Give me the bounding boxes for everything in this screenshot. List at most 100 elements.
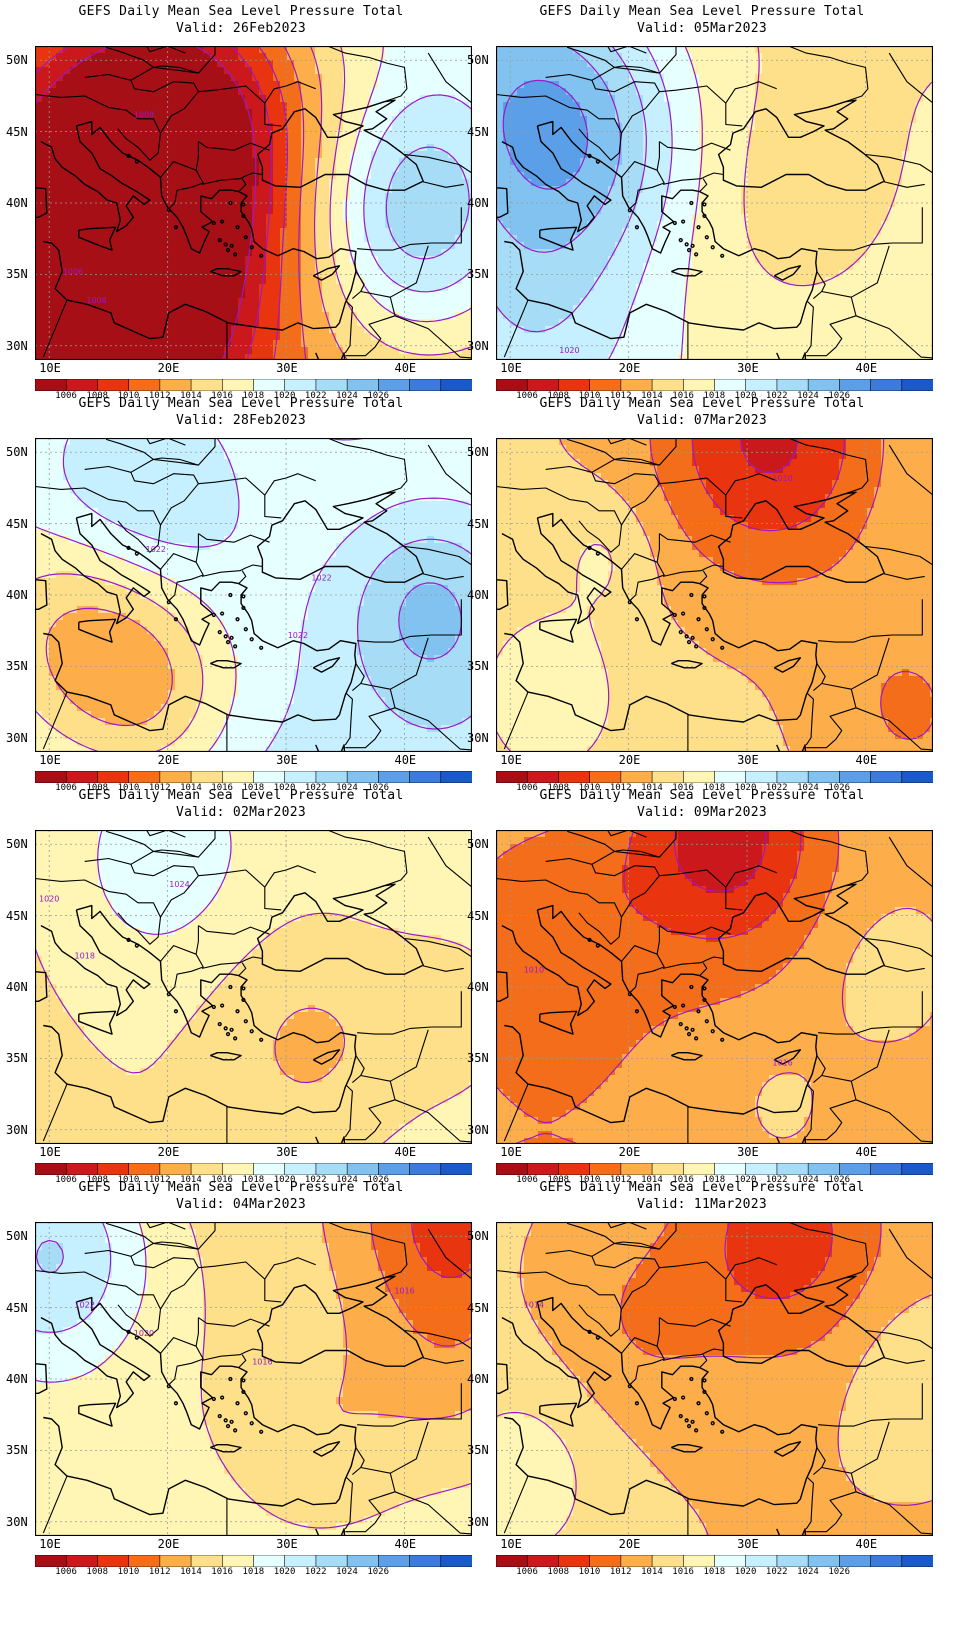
- pressure-map: 1014: [496, 1222, 933, 1536]
- pressure-shading: [496, 438, 933, 752]
- contour-label: 1014: [524, 1301, 544, 1310]
- colorbar-label: 1014: [641, 391, 663, 402]
- colorbar-label: 1024: [336, 783, 358, 794]
- lon-tick-label: 20E: [619, 753, 641, 767]
- coastlines-borders: [496, 1222, 933, 1536]
- panel-title: GEFS Daily Mean Sea Level Pressure Total: [0, 788, 482, 804]
- lon-tick-label: 30E: [276, 753, 298, 767]
- colorbar-label: 1024: [336, 1175, 358, 1186]
- colorbar-label: 1016: [211, 391, 233, 402]
- contour-label: 1016: [772, 1059, 792, 1068]
- colorbar-label: 1022: [305, 1175, 327, 1186]
- lon-tick-label: 40E: [394, 753, 416, 767]
- lat-lon-grid: [496, 46, 933, 360]
- lat-tick-label: 30N: [467, 1515, 489, 1529]
- contour-label: 1022: [288, 631, 308, 640]
- colorbar-label: 1006: [516, 1567, 538, 1578]
- pressure-map: 1008 1006 1008: [35, 46, 472, 360]
- colorbar-label: 1024: [336, 391, 358, 402]
- lat-tick-label: 45N: [467, 125, 489, 139]
- colorbar-label: 1024: [797, 1175, 819, 1186]
- colorbar-label: 1008: [547, 1175, 569, 1186]
- colorbar-label: 1024: [797, 783, 819, 794]
- lat-tick-label: 40N: [6, 196, 28, 210]
- pressure-map: 1010 1016: [496, 830, 933, 1144]
- colorbar-label: 1008: [86, 783, 108, 794]
- panel-valid-date: Valid: 26Feb2023: [0, 21, 482, 37]
- colorbar-label: 1012: [149, 1175, 171, 1186]
- lat-tick-label: 35N: [467, 267, 489, 281]
- lat-lon-grid: [35, 46, 472, 360]
- coastlines-borders: [35, 830, 472, 1144]
- colorbar-label: 1018: [704, 391, 726, 402]
- colorbar-label: 1008: [86, 1175, 108, 1186]
- lat-tick-label: 40N: [467, 588, 489, 602]
- colorbar: [496, 771, 933, 783]
- lat-tick-label: 50N: [467, 837, 489, 851]
- contour-label: 1006: [63, 267, 83, 276]
- colorbar-label: 1022: [305, 783, 327, 794]
- colorbar-label: 1022: [305, 391, 327, 402]
- colorbar-label: 1026: [828, 1567, 850, 1578]
- lat-lon-grid: [35, 438, 472, 752]
- pressure-map: 1024 1020 1018: [35, 830, 472, 1144]
- lat-tick-label: 50N: [467, 1229, 489, 1243]
- contour-label: 1020: [39, 894, 59, 903]
- colorbar-label: 1022: [766, 783, 788, 794]
- panel-title: GEFS Daily Mean Sea Level Pressure Total: [0, 1180, 482, 1196]
- lon-tick-label: 10E: [39, 1145, 61, 1159]
- colorbar-label: 1024: [797, 1567, 819, 1578]
- lat-tick-label: 50N: [467, 53, 489, 67]
- colorbar-label: 1016: [672, 1175, 694, 1186]
- isobar-contours: [496, 438, 933, 752]
- pressure-map: 1020: [496, 46, 933, 360]
- map-panel: GEFS Daily Mean Sea Level Pressure Total…: [461, 0, 943, 410]
- lon-tick-label: 10E: [39, 753, 61, 767]
- map-panel: GEFS Daily Mean Sea Level Pressure Total…: [461, 784, 943, 1194]
- lat-tick-label: 30N: [6, 1123, 28, 1137]
- contour-label: 1008: [134, 110, 154, 119]
- colorbar-label: 1008: [547, 1567, 569, 1578]
- colorbar-label: 1014: [180, 1567, 202, 1578]
- lon-tick-label: 10E: [39, 1537, 61, 1551]
- colorbar-label: 1018: [243, 783, 265, 794]
- colorbar-label: 1012: [610, 1567, 632, 1578]
- lon-tick-label: 30E: [737, 1537, 759, 1551]
- colorbar-label: 1010: [579, 1175, 601, 1186]
- lon-tick-label: 30E: [276, 361, 298, 375]
- lat-tick-label: 35N: [6, 1051, 28, 1065]
- colorbar-label: 1010: [118, 391, 140, 402]
- lon-tick-label: 40E: [855, 1145, 877, 1159]
- colorbar-label: 1014: [641, 1567, 663, 1578]
- map-panel: GEFS Daily Mean Sea Level Pressure Total…: [0, 1176, 482, 1586]
- contour-label: 1022: [311, 574, 331, 583]
- lat-tick-label: 45N: [6, 1301, 28, 1315]
- pressure-map: 1022 1022 1022: [35, 438, 472, 752]
- colorbar-label: 1014: [180, 391, 202, 402]
- colorbar-label: 1018: [704, 783, 726, 794]
- colorbar: [35, 1555, 472, 1567]
- lon-tick-label: 40E: [394, 1145, 416, 1159]
- lat-tick-label: 45N: [6, 125, 28, 139]
- colorbar-label: 1026: [367, 391, 389, 402]
- lon-tick-label: 20E: [158, 1537, 180, 1551]
- panel-valid-date: Valid: 28Feb2023: [0, 413, 482, 429]
- isobar-contours: [496, 1222, 933, 1536]
- colorbar-label: 1014: [180, 783, 202, 794]
- panel-title: GEFS Daily Mean Sea Level Pressure Total: [461, 1180, 943, 1196]
- lat-lon-grid: [35, 830, 472, 1144]
- colorbar: [35, 771, 472, 783]
- lon-tick-label: 20E: [619, 1145, 641, 1159]
- lon-tick-label: 10E: [500, 1537, 522, 1551]
- colorbar-label: 1012: [610, 783, 632, 794]
- colorbar-label: 1018: [243, 391, 265, 402]
- lat-lon-grid: [496, 830, 933, 1144]
- isobar-contours: [496, 830, 933, 1144]
- colorbar-label: 1008: [547, 783, 569, 794]
- colorbar-label: 1012: [610, 1175, 632, 1186]
- lat-tick-label: 50N: [6, 1229, 28, 1243]
- lat-tick-label: 40N: [6, 980, 28, 994]
- colorbar-label: 1006: [516, 783, 538, 794]
- contour-label: 1018: [75, 951, 95, 960]
- map-panel: GEFS Daily Mean Sea Level Pressure Total…: [0, 784, 482, 1194]
